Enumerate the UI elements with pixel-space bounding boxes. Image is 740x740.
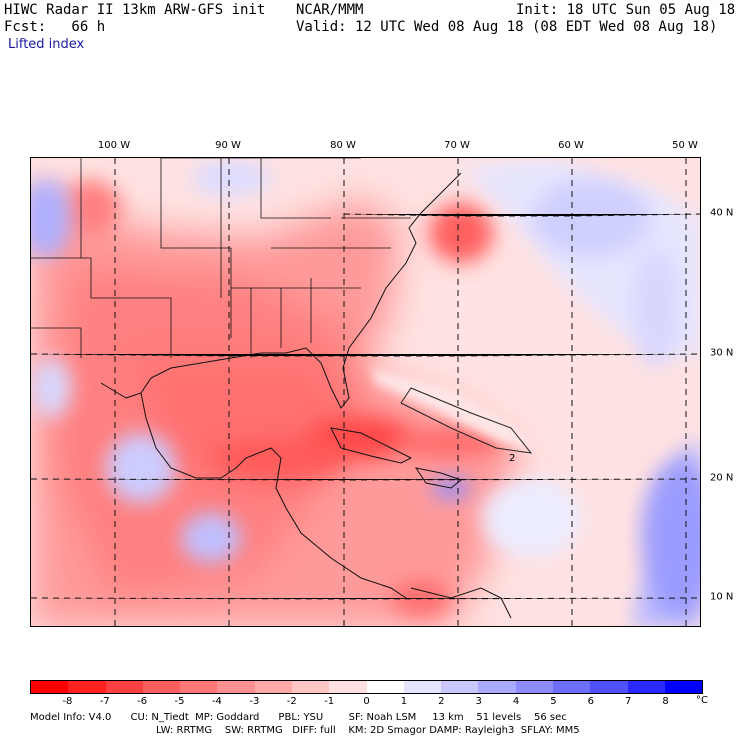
colorbar-cell [590,681,628,693]
colorbar-tick-label: -3 [249,696,260,707]
lifted-index-map: 2 [30,157,701,627]
colorbar-tick-label: 5 [550,696,557,707]
colorbar-cell [441,681,479,693]
colorbar-cell [478,681,516,693]
model-info-line1: Model Info: V4.0 CU: N_Tiedt MP: Goddard… [30,712,567,723]
colorbar-cell [366,681,404,693]
field-name: Lifted index [8,37,85,52]
coastlines [100,172,512,619]
latlon-grid [31,158,700,626]
colorbar-cell [664,681,703,693]
stable-band [371,368,541,448]
colorbar-cell [217,681,255,693]
colorbar [30,680,703,694]
lon-label-70w: 70 W [444,140,470,151]
colorbar-cell [254,681,292,693]
forecast-hour: Fcst: 66 h [4,19,106,35]
colorbar-tick-label: -6 [137,696,148,707]
colorbar-tick-label: -5 [174,696,185,707]
colorbar-tick-label: 1 [400,696,408,707]
colorbar-unit: °C [696,695,708,706]
colorbar-cell [31,681,69,693]
colorbar-cell [515,681,553,693]
colorbar-cell [68,681,106,693]
colorbar-tick-label: -7 [99,696,110,707]
map-canvas: 2 [31,158,700,626]
model-info-line2: LW: RRTMG SW: RRTMG DIFF: full KM: 2D Sm… [156,725,580,736]
lon-label-90w: 90 W [215,140,241,151]
colorbar-tick-label: 8 [662,696,669,707]
colorbar-cell [552,681,591,693]
colorbar-tick-label: -8 [62,696,73,707]
colorbar-cell [180,681,218,693]
unstable-cores [61,180,511,616]
colorbar-cell [105,681,143,693]
colorbar-tick-label: 4 [512,696,520,707]
lon-label-50w: 50 W [672,140,698,151]
model-title: HIWC Radar II 13km ARW-GFS init [4,2,266,18]
colorbar-tick-label: 6 [587,696,595,707]
colorbar-cell [291,681,330,693]
lon-label-100w: 100 W [97,140,131,151]
li-contour [400,387,533,454]
colorbar-tick-label: -4 [211,696,222,707]
colorbar-cell [329,681,367,693]
colorbar-tick-label: -1 [324,696,335,707]
valid-time: Valid: 12 UTC Wed 08 Aug 18 (08 EDT Wed … [296,19,718,35]
contour-label: 2 [509,453,515,464]
lon-label-60w: 60 W [558,140,584,151]
colorbar-tick-label: 7 [625,696,632,707]
colorbar-cell [627,681,665,693]
political-borders [31,158,411,358]
init-time: Init: 18 UTC Sun 05 Aug 18 [516,2,736,18]
colorbar-tick-label: 0 [363,696,370,707]
stable-regions [31,158,700,626]
colorbar-tick-label: 2 [438,696,445,707]
lat-label-10n: 10 N [710,591,734,603]
lat-label-20n: 20 N [710,472,734,484]
colorbar-tick-label: 3 [475,696,482,707]
lat-label-40n: 40 N [710,207,734,219]
lat-label-30n: 30 N [710,347,734,359]
colorbar-cell [403,681,442,693]
lon-label-80w: 80 W [330,140,356,151]
colorbar-tick-label: -2 [286,696,297,707]
org-label: NCAR/MMM [296,2,364,18]
colorbar-cell [142,681,181,693]
